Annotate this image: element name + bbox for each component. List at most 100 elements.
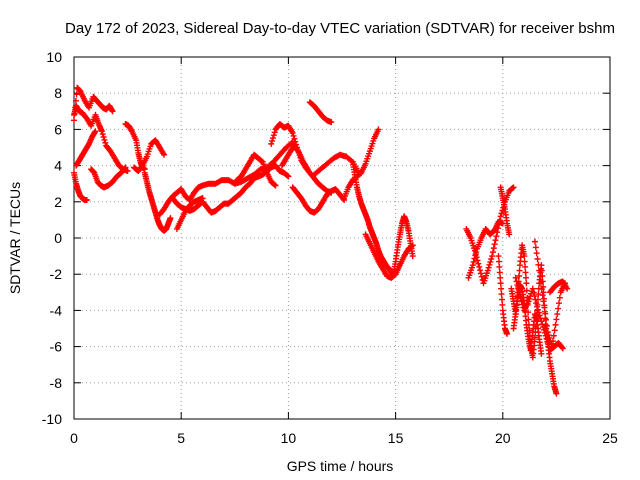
data-point xyxy=(489,253,496,260)
data-point xyxy=(553,316,560,323)
data-point xyxy=(539,292,546,299)
data-point xyxy=(513,278,520,285)
series-arc-11 xyxy=(173,195,206,232)
data-point xyxy=(485,264,492,271)
data-point xyxy=(492,237,499,244)
data-point xyxy=(542,310,549,317)
data-point xyxy=(543,335,550,342)
data-point xyxy=(539,321,546,328)
data-point xyxy=(487,258,494,265)
data-point xyxy=(504,330,511,337)
y-tick-label: 10 xyxy=(46,49,62,65)
data-point xyxy=(535,261,542,268)
data-point xyxy=(473,249,480,256)
data-point xyxy=(100,134,107,141)
series-arc-20 xyxy=(362,231,416,281)
data-points xyxy=(71,84,571,397)
y-tick-label: -2 xyxy=(50,266,63,282)
data-point xyxy=(531,238,538,245)
data-point xyxy=(71,117,77,124)
data-point xyxy=(530,289,537,296)
data-point xyxy=(477,270,484,277)
data-point xyxy=(540,289,547,296)
data-point xyxy=(540,326,547,333)
data-point xyxy=(98,128,105,135)
series-arc-15 xyxy=(289,184,348,216)
data-point xyxy=(555,300,562,307)
data-point xyxy=(496,263,503,270)
data-point xyxy=(290,132,297,139)
y-tick-label: -8 xyxy=(50,375,63,391)
data-point xyxy=(488,255,495,262)
data-point xyxy=(289,130,296,137)
data-point xyxy=(540,324,547,331)
data-point xyxy=(199,195,206,202)
data-point xyxy=(498,210,505,217)
data-point xyxy=(493,233,500,240)
data-point xyxy=(498,291,505,298)
x-tick-label: 5 xyxy=(177,430,185,446)
data-point xyxy=(477,267,484,274)
series-arc-12 xyxy=(233,151,279,189)
data-point xyxy=(121,165,128,172)
y-tick-label: 4 xyxy=(54,158,62,174)
data-point xyxy=(521,258,528,265)
data-point xyxy=(476,263,483,270)
data-point xyxy=(497,274,504,281)
data-point xyxy=(531,292,538,299)
data-point xyxy=(478,273,485,280)
data-point xyxy=(496,269,503,276)
data-point xyxy=(83,196,90,203)
data-point xyxy=(408,242,415,249)
data-point xyxy=(541,304,548,311)
data-point xyxy=(167,215,174,222)
data-point xyxy=(375,126,382,133)
data-point xyxy=(522,274,529,281)
data-point xyxy=(529,285,536,292)
data-point xyxy=(554,311,561,318)
series-arc-03 xyxy=(71,169,90,203)
series-arc-01 xyxy=(71,84,116,124)
data-point xyxy=(516,273,523,280)
grid xyxy=(74,57,610,419)
data-point xyxy=(555,305,562,312)
data-point xyxy=(534,255,541,262)
series-arc-22 xyxy=(465,218,506,281)
data-point xyxy=(549,338,556,345)
data-point xyxy=(486,261,493,268)
y-tick-label: -4 xyxy=(50,302,63,318)
series-arc-14 xyxy=(278,142,311,173)
data-point xyxy=(537,279,544,286)
data-point xyxy=(559,345,566,352)
data-point xyxy=(484,267,491,274)
data-point xyxy=(521,253,528,260)
y-tick-label: 6 xyxy=(54,121,62,137)
data-point xyxy=(495,258,502,265)
data-point xyxy=(471,255,478,262)
data-point xyxy=(99,131,106,138)
data-point xyxy=(564,285,571,292)
series-arc-18 xyxy=(341,126,382,202)
data-point xyxy=(475,260,482,267)
data-point xyxy=(489,249,496,256)
series-arc-24 xyxy=(497,184,513,238)
data-point xyxy=(522,269,529,276)
data-point xyxy=(101,136,108,143)
series-arc-07 xyxy=(131,137,168,175)
data-point xyxy=(537,273,544,280)
data-point xyxy=(498,285,505,292)
data-point xyxy=(497,280,504,287)
data-point xyxy=(510,184,517,191)
data-point xyxy=(491,241,498,248)
data-point xyxy=(552,321,559,328)
data-point xyxy=(495,253,502,260)
data-point xyxy=(546,334,553,341)
data-point xyxy=(523,280,530,287)
data-point xyxy=(538,350,545,357)
data-point xyxy=(122,164,129,171)
y-tick-label: -6 xyxy=(50,339,63,355)
data-point xyxy=(304,166,311,173)
y-tick-label: -10 xyxy=(42,411,62,427)
data-point xyxy=(506,231,513,238)
